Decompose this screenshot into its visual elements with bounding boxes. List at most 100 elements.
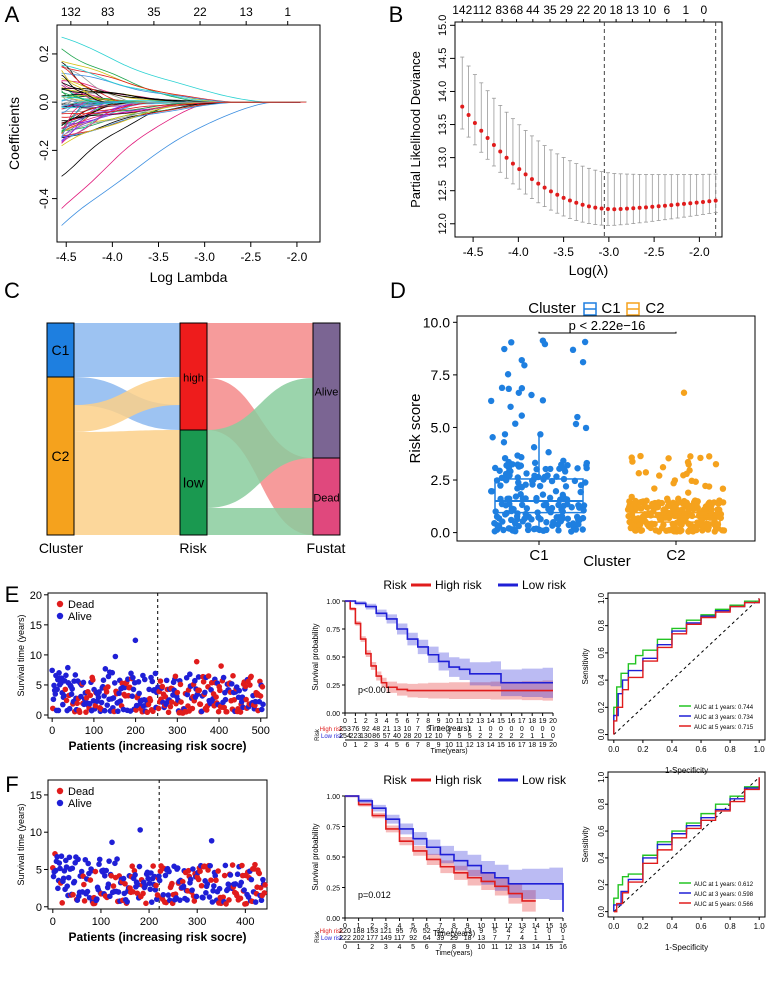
x-tick-label: 100	[85, 725, 103, 737]
x-tick-label: 1	[357, 923, 361, 930]
risk-table-cell: 7	[507, 935, 511, 942]
sankey-axis-label-fustat: Fustat	[307, 540, 346, 556]
point-c1	[539, 397, 547, 404]
point-c2	[699, 527, 706, 534]
risk-table-cell: 20	[414, 733, 422, 740]
y-tick-label: 5	[36, 864, 42, 876]
roc-curve-3	[613, 598, 760, 735]
alive-point	[180, 883, 187, 890]
point-c2	[712, 460, 720, 468]
alive-point	[234, 871, 241, 878]
deviance-point	[624, 206, 629, 211]
dead-point	[229, 862, 236, 868]
risk-table-x-tick: 15	[497, 742, 505, 749]
x-tick-label: -4.0	[508, 245, 529, 259]
point-c1	[514, 452, 521, 459]
x-axis-label: Time(years)	[433, 929, 476, 938]
point-c1	[522, 481, 529, 488]
x-tick-label: -3.5	[553, 245, 574, 259]
point-c2	[680, 497, 688, 505]
y-tick-label: 0.50	[326, 655, 340, 662]
alive-point	[84, 888, 91, 895]
x-tick-label: 0.8	[725, 922, 737, 931]
legend-label-alive: Alive	[68, 611, 92, 623]
x-tick-label: 17	[518, 718, 526, 725]
point-c2	[705, 523, 712, 531]
alive-point	[111, 680, 118, 686]
dead-point	[220, 894, 226, 900]
top-tick-label: 68	[510, 3, 524, 17]
node-high-label: high	[183, 373, 204, 385]
risk-table-x-tick: 16	[508, 742, 516, 749]
dead-point	[103, 689, 110, 695]
panel-letter-b: B	[389, 2, 404, 27]
x-tick-label: 5	[411, 923, 415, 930]
y-tick-label: 12.0	[437, 213, 449, 234]
point-c1	[545, 449, 552, 456]
alive-point	[202, 689, 208, 696]
risk-table-cell: 121	[380, 928, 392, 935]
dead-point	[108, 873, 115, 879]
risk-table-x-tick: 17	[518, 742, 526, 749]
risk-table-cell: 10	[435, 733, 443, 740]
point-c1	[514, 485, 521, 492]
point-c2	[682, 518, 689, 525]
x-tick-label: 0	[343, 718, 347, 725]
top-tick-label: 142	[452, 3, 472, 17]
dead-point	[257, 693, 264, 699]
km-curve-high	[345, 795, 536, 902]
point-c2	[688, 502, 695, 509]
risk-table-cell: 0	[489, 726, 493, 733]
point-c1	[518, 356, 525, 364]
x-axis-label: Patients (increasing risk socre)	[68, 930, 246, 944]
x-tick-label: 0.0	[608, 922, 620, 931]
x-tick-label: 12	[466, 718, 474, 725]
x-tick-label: 0	[50, 916, 56, 928]
alive-point	[128, 670, 134, 677]
dead-point	[155, 705, 162, 712]
alive-point	[222, 862, 229, 869]
coef-path	[61, 101, 307, 107]
point-c1	[491, 528, 498, 535]
x-tick-label: 0.6	[695, 922, 707, 931]
legend-label-c1: C1	[601, 300, 620, 317]
point-c2	[660, 506, 668, 513]
point-c1	[564, 515, 572, 522]
deviance-point	[662, 203, 667, 208]
risk-table-cell: 5	[426, 726, 430, 733]
x-tick-label: -3.0	[599, 245, 620, 259]
point-c1	[505, 525, 513, 532]
roc-legend-label: AUC at 1 years: 0.612	[694, 882, 754, 888]
dead-point	[165, 709, 172, 716]
x-axis-label: Log(λ)	[569, 262, 609, 278]
alive-point	[177, 897, 183, 903]
risk-table-cell: 117	[394, 935, 405, 942]
risk-table-cell: 5	[457, 733, 461, 740]
dead-point	[105, 684, 111, 690]
alive-point	[189, 887, 195, 893]
point-c2	[656, 472, 663, 479]
point-c2	[714, 521, 722, 528]
y-axis-label: Survival probability	[311, 823, 320, 890]
point-c1	[579, 358, 587, 366]
point-c1	[533, 466, 540, 473]
deviance-point	[574, 200, 579, 205]
point-c1	[512, 493, 520, 500]
point-c1	[568, 528, 575, 535]
risk-table-cell: 29	[450, 935, 458, 942]
point-c2	[628, 454, 635, 461]
risk-table-cell: 17	[450, 928, 458, 935]
point-c1	[512, 420, 519, 427]
alive-point	[252, 899, 259, 905]
alive-point	[220, 674, 227, 681]
deviance-point	[561, 195, 566, 200]
point-c2	[685, 489, 692, 496]
risk-table-x-tick: 15	[545, 944, 553, 951]
coef-path	[61, 101, 307, 125]
risk-table-cell: 254	[339, 733, 351, 740]
top-tick-label: 22	[577, 3, 591, 17]
y-tick-label: 12.5	[437, 180, 449, 201]
point-c2	[689, 528, 697, 535]
point-c2	[679, 505, 686, 513]
point-c1	[508, 516, 515, 524]
